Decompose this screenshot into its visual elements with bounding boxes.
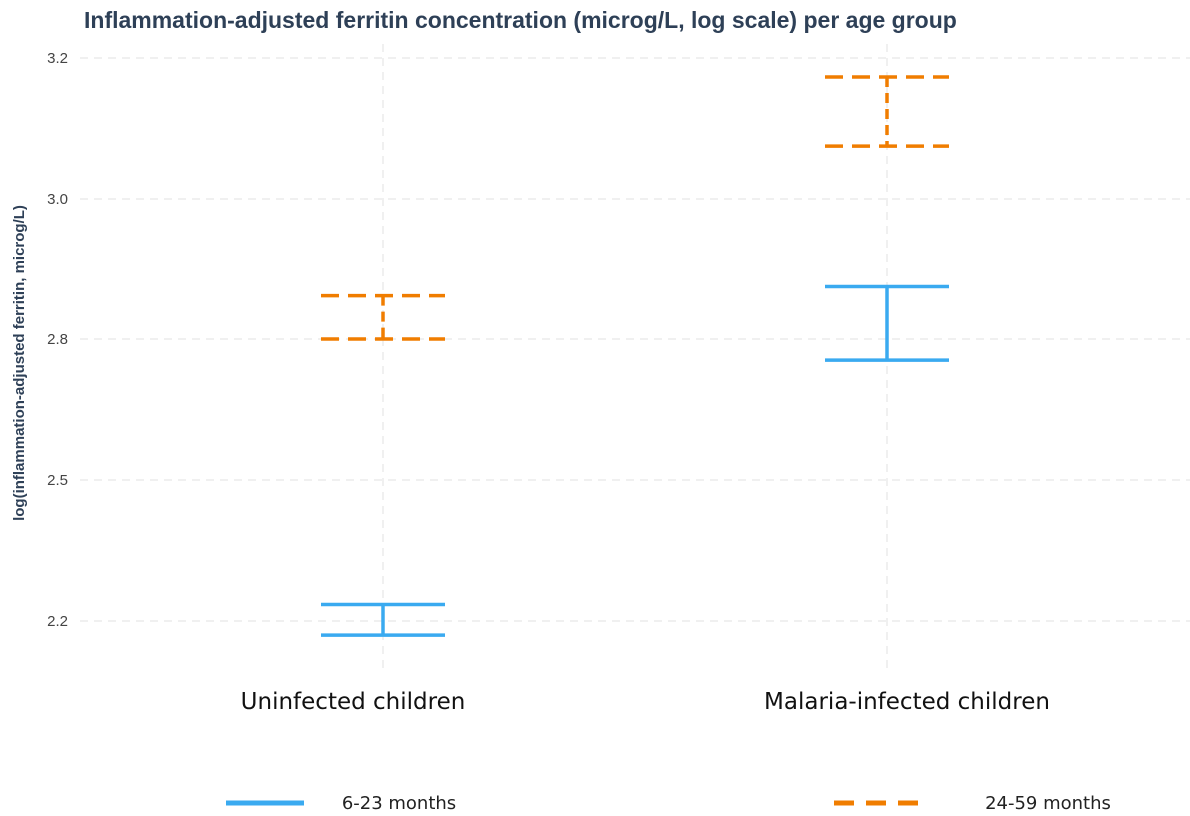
y-tick-label: 2.2 [47,613,68,630]
y-tick-label: 3.0 [47,191,68,208]
grid-layer [80,44,1190,668]
error-bar [321,293,445,341]
x-tick-label: Uninfected children [241,689,466,715]
legend-item: 24-59 months [834,793,1111,814]
legend-item: 6-23 months [226,793,456,814]
chart-title: Inflammation-adjusted ferritin concentra… [84,7,957,33]
x-tick-label: Malaria-infected children [764,689,1050,715]
legend-label: 24-59 months [985,793,1111,814]
error-bars [321,75,949,637]
y-axis-ticks: 2.2 2.5 2.8 3.0 3.2 [47,50,68,630]
y-axis-label: log(inflammation-adjusted ferritin, micr… [11,205,28,521]
error-bar [825,284,949,362]
y-tick-label: 2.8 [47,331,68,348]
error-bar [825,75,949,148]
error-bar [321,602,445,637]
x-axis-ticks: Uninfected children Malaria-infected chil… [241,689,1050,715]
legend: 6-23 months 24-59 months [226,793,1111,814]
y-tick-label: 3.2 [47,50,68,67]
legend-label: 6-23 months [342,793,456,814]
y-tick-label: 2.5 [47,472,68,489]
